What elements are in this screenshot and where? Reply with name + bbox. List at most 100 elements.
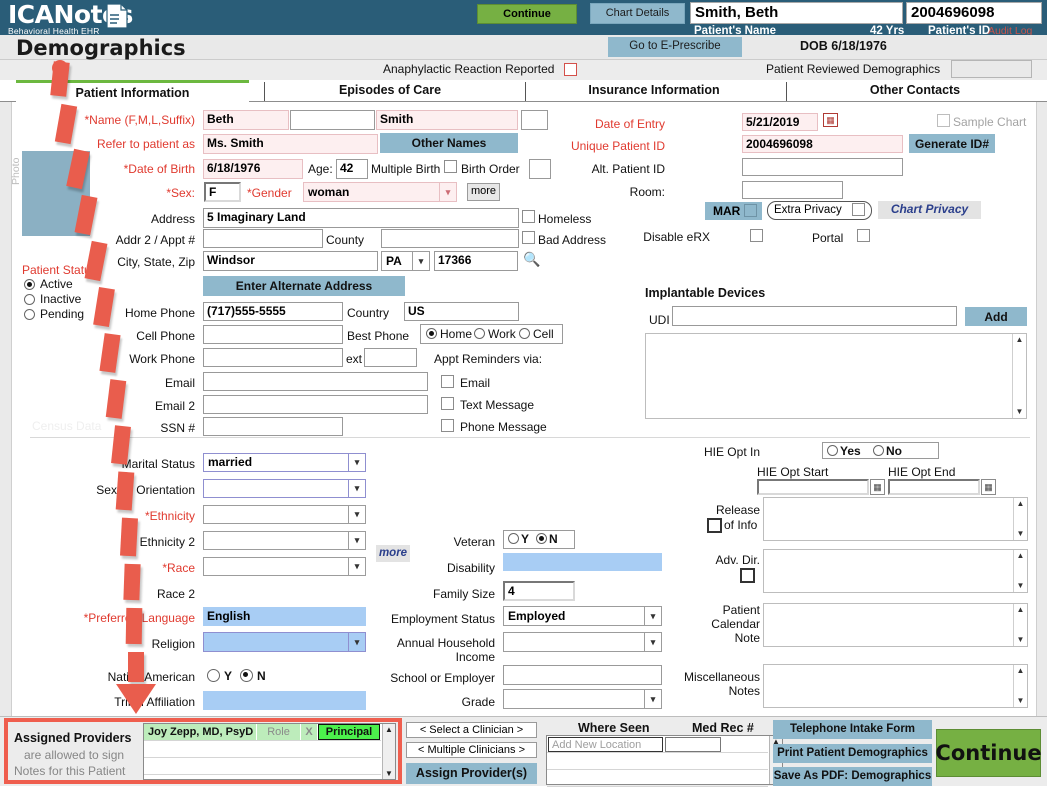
table-row[interactable] [547, 753, 768, 770]
tab-patient-information[interactable]: Patient Information [16, 80, 249, 102]
veteran-radio-y[interactable] [508, 533, 519, 544]
multiple-birth-checkbox[interactable] [444, 160, 457, 173]
sample-chart-checkbox[interactable] [937, 114, 950, 127]
multiple-clinicians-button[interactable]: < Multiple Clinicians > [406, 742, 537, 758]
ethnicity-select[interactable]: ▾ [203, 505, 366, 524]
age-input[interactable]: 42 [336, 159, 368, 179]
ext-input[interactable] [364, 348, 417, 367]
scroll-up-icon[interactable]: ▲ [1016, 551, 1025, 560]
ethnicity2-select[interactable]: ▾ [203, 531, 366, 550]
county-input[interactable] [381, 229, 519, 248]
add-udi-button[interactable]: Add [965, 307, 1027, 326]
calendar-icon[interactable]: ▦ [823, 113, 838, 127]
providers-scrollbar[interactable]: ▲ ▼ [382, 724, 395, 779]
where-seen-grid[interactable]: Add New Location ▲ ▼ [546, 735, 783, 787]
ssn-input[interactable] [203, 417, 343, 436]
chevron-down-icon[interactable]: ▾ [348, 558, 365, 575]
cell-phone-input[interactable] [203, 325, 343, 344]
preferred-language-input[interactable]: English [203, 607, 366, 626]
middle-name-input[interactable] [290, 110, 375, 130]
marital-status-select[interactable]: married ▾ [203, 453, 366, 472]
table-row[interactable] [547, 770, 768, 787]
tribal-affiliation-input[interactable] [203, 691, 366, 710]
add-new-location-input[interactable]: Add New Location [548, 737, 663, 752]
select-clinician-button[interactable]: < Select a Clinician > [406, 722, 537, 738]
assign-providers-button[interactable]: Assign Provider(s) [406, 763, 537, 784]
patient-calendar-note-textarea[interactable]: ▲ ▼ [763, 603, 1028, 647]
misc-notes-textarea[interactable]: ▲ ▼ [763, 664, 1028, 708]
address-input[interactable]: 5 Imaginary Land [203, 208, 519, 228]
print-demographics-button[interactable]: Print Patient Demographics [773, 744, 932, 763]
status-radio-inactive[interactable] [24, 294, 35, 305]
gender-more-button[interactable]: more [467, 183, 500, 201]
race-select[interactable]: ▾ [203, 557, 366, 576]
patient-reviewed-field[interactable] [951, 60, 1032, 78]
chevron-down-icon[interactable]: ▾ [644, 633, 661, 651]
native-american-radio-y[interactable] [207, 669, 220, 682]
religion-select[interactable]: ▾ [203, 632, 366, 652]
hie-opt-start-input[interactable] [757, 479, 869, 495]
reminder-email-checkbox[interactable] [441, 375, 454, 388]
extra-privacy-checkbox[interactable] [852, 203, 865, 216]
veteran-radio-n[interactable] [536, 533, 547, 544]
adv-dir-textarea[interactable]: ▲ ▼ [763, 549, 1028, 593]
calendar-icon[interactable]: ▦ [870, 479, 885, 495]
homeless-checkbox[interactable] [522, 210, 535, 223]
provider-remove-icon[interactable]: X [301, 724, 317, 740]
telephone-intake-form-button[interactable]: Telephone Intake Form [773, 720, 932, 739]
mar-checkbox[interactable] [744, 204, 757, 217]
zip-input[interactable]: 17366 [434, 251, 518, 271]
scroll-down-icon[interactable]: ▼ [1015, 407, 1024, 416]
state-select[interactable]: PA ▾ [381, 251, 430, 271]
family-size-input[interactable]: 4 [503, 581, 575, 601]
best-phone-radio-work[interactable] [474, 328, 485, 339]
tab-insurance-information[interactable]: Insurance Information [588, 83, 720, 97]
udi-input[interactable] [672, 306, 957, 326]
chevron-down-icon[interactable]: ▾ [348, 506, 365, 523]
chevron-down-icon[interactable]: ▾ [644, 690, 661, 708]
save-pdf-demographics-button[interactable]: Save As PDF: Demographics [773, 767, 932, 786]
bad-address-checkbox[interactable] [522, 231, 535, 244]
misc-notes-scrollbar[interactable]: ▲ ▼ [1013, 665, 1027, 707]
scroll-up-icon[interactable]: ▲ [1016, 499, 1025, 508]
home-phone-input[interactable]: (717)555-5555 [203, 302, 343, 321]
continue-button-top[interactable]: Continue [477, 4, 577, 24]
table-row[interactable] [144, 741, 381, 758]
sexual-orientation-select[interactable]: ▾ [203, 479, 366, 498]
chart-details-button[interactable]: Chart Details [590, 3, 685, 24]
addr2-input[interactable] [203, 229, 323, 248]
adv-dir-checkbox[interactable] [740, 568, 755, 583]
implantable-devices-list[interactable]: ▲ ▼ [645, 333, 1027, 419]
scroll-down-icon[interactable]: ▼ [1016, 696, 1025, 705]
zip-search-icon[interactable]: 🔍 [523, 251, 541, 267]
chevron-down-icon[interactable]: ▾ [348, 532, 365, 549]
country-input[interactable]: US [404, 302, 519, 321]
tab-other-contacts[interactable]: Other Contacts [869, 83, 961, 97]
grade-select[interactable]: ▾ [503, 689, 662, 709]
patient-id-field[interactable]: 2004696098 [906, 2, 1042, 24]
calendar-icon[interactable]: ▦ [981, 479, 996, 495]
provider-role[interactable]: Role [257, 724, 300, 740]
scroll-up-icon[interactable]: ▲ [1015, 335, 1024, 344]
city-input[interactable]: Windsor [203, 251, 378, 271]
implantable-scrollbar[interactable]: ▲ ▼ [1012, 334, 1026, 418]
assigned-providers-grid[interactable]: Joy Zepp, MD, PsyD Role X Principal ▲ ▼ [143, 723, 396, 780]
date-of-entry-input[interactable]: 5/21/2019 [742, 113, 818, 131]
dob-input[interactable]: 6/18/1976 [203, 159, 303, 179]
gender-select[interactable]: woman ▾ [303, 182, 457, 202]
hie-opt-end-input[interactable] [888, 479, 980, 495]
reminder-text-checkbox[interactable] [441, 397, 454, 410]
scroll-down-icon[interactable]: ▼ [385, 769, 393, 778]
table-row[interactable]: Joy Zepp, MD, PsyD Role X Principal [144, 724, 381, 741]
audit-log-link[interactable]: Audit Log [988, 25, 1033, 37]
best-phone-radio-cell[interactable] [519, 328, 530, 339]
chevron-down-icon[interactable]: ▾ [644, 607, 661, 625]
sex-input[interactable]: F [204, 182, 241, 202]
chevron-down-icon[interactable]: ▾ [348, 454, 365, 471]
scroll-up-icon[interactable]: ▲ [1016, 605, 1025, 614]
chevron-down-icon[interactable]: ▾ [348, 633, 365, 651]
employment-status-select[interactable]: Employed ▾ [503, 606, 662, 626]
scroll-down-icon[interactable]: ▼ [1016, 581, 1025, 590]
calendar-note-scrollbar[interactable]: ▲ ▼ [1013, 604, 1027, 646]
first-name-input[interactable]: Beth [203, 110, 289, 130]
